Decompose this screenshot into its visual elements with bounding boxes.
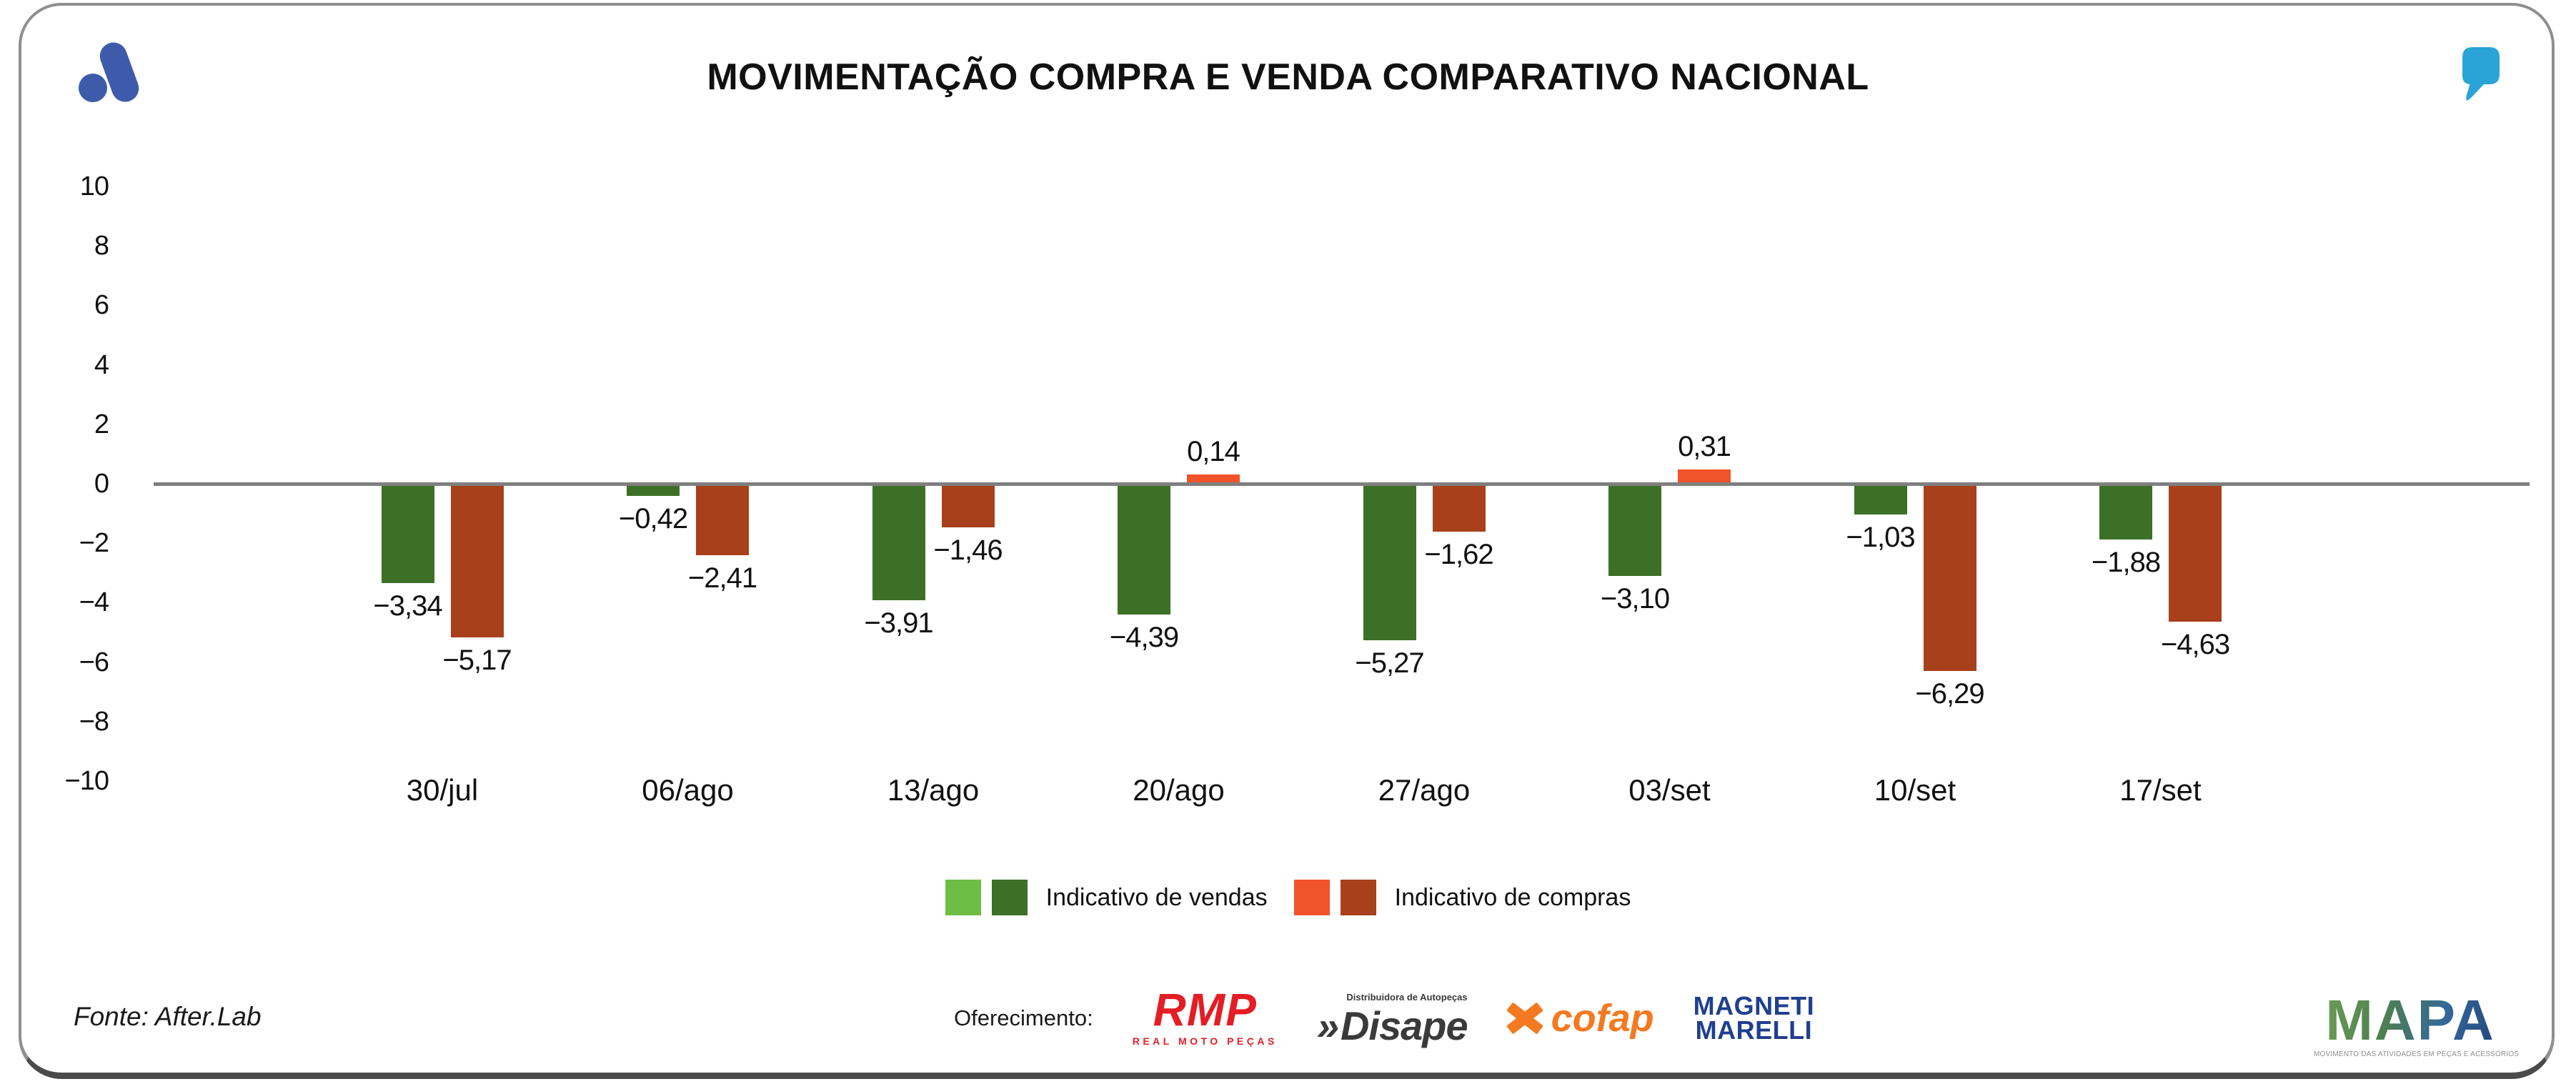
bar-value-label: −4,39 — [1109, 621, 1179, 653]
oferecimento-label: Oferecimento: — [954, 1005, 1093, 1030]
legend-swatch-positive — [945, 880, 981, 915]
bar-value-label: −6,29 — [1915, 677, 1984, 710]
chart-title: MOVIMENTAÇÃO COMPRA E VENDA COMPARATIVO … — [707, 56, 1869, 98]
y-tick-label: −10 — [64, 766, 109, 796]
legend-item: Indicativo de vendas — [945, 880, 1268, 915]
y-tick-label: −8 — [79, 706, 109, 737]
x-tick-label: 27/ago — [1378, 773, 1471, 807]
bar-value-label: −1,46 — [933, 534, 1003, 566]
disape-logo: Distribuidora de Autopeças » Disape — [1317, 990, 1468, 1046]
x-tick-label: 20/ago — [1133, 773, 1225, 807]
rmp-wordmark: RMP — [1153, 984, 1257, 1036]
disape-subtitle: Distribuidora de Autopeças — [1346, 992, 1468, 1003]
disape-name: Disape — [1340, 1003, 1468, 1048]
legend-item: Indicativo de compras — [1293, 880, 1631, 915]
magneti-marelli-logo: MAGNETI MARELLI — [1693, 990, 1815, 1045]
cofap-wordmark: cofap — [1551, 997, 1654, 1040]
y-tick-label: −2 — [79, 528, 109, 559]
bar-value-label: −1,03 — [1846, 521, 1915, 553]
zero-baseline — [154, 482, 2530, 486]
legend-swatch-negative — [1340, 880, 1376, 915]
compras-bar — [1432, 484, 1486, 532]
x-tick-label: 10/set — [1874, 773, 1956, 807]
vendas-bar — [1363, 484, 1416, 641]
compras-bar — [941, 484, 995, 527]
compras-bar — [1187, 474, 1240, 484]
x-tick-label: 30/jul — [406, 773, 479, 807]
compras-bar — [1678, 469, 1731, 484]
bar-value-label: −4,63 — [2160, 628, 2230, 660]
bar-value-label: −5,17 — [442, 645, 512, 677]
y-tick-label: 8 — [94, 231, 109, 262]
y-tick-label: 2 — [94, 409, 109, 439]
afterlab-logo-icon — [79, 42, 139, 102]
vendas-bar — [1854, 484, 1907, 514]
legend-label: Indicativo de compras — [1394, 883, 1631, 911]
mapa-wordmark: MAPA — [2325, 988, 2495, 1052]
compras-bar — [1923, 484, 1976, 671]
compras-bar — [450, 484, 504, 638]
y-tick-label: −6 — [79, 647, 109, 677]
y-tick-label: 10 — [79, 171, 109, 202]
bar-value-label: −1,62 — [1424, 539, 1493, 571]
sponsors-row: Oferecimento: RMP REAL MOTO PEÇAS Distri… — [954, 968, 1814, 1068]
x-tick-label: 03/set — [1628, 773, 1711, 807]
bar-value-label: −0,42 — [618, 503, 688, 535]
legend: Indicativo de vendas Indicativo de compra… — [0, 880, 2576, 915]
x-tick-label: 06/ago — [642, 773, 734, 807]
compras-bar — [2169, 484, 2222, 622]
y-tick-label: 6 — [94, 290, 109, 321]
y-tick-label: −4 — [79, 587, 109, 618]
mapa-logo: MAPA MOVIMENTO DAS ATIVIDADES EM PEÇAS E… — [2314, 988, 2520, 1059]
magneti-line2: MARELLI — [1695, 1015, 1813, 1045]
bar-value-label: 0,14 — [1187, 436, 1240, 468]
compras-bar — [696, 484, 749, 556]
quote-icon — [2462, 47, 2500, 101]
vendas-bar — [1608, 484, 1661, 576]
vendas-bar — [872, 484, 925, 600]
bar-value-label: 0,31 — [1678, 431, 1731, 463]
vendas-bar — [381, 484, 434, 583]
bar-value-label: −1,88 — [2091, 547, 2161, 579]
bar-value-label: −3,91 — [864, 607, 933, 639]
x-tick-label: 13/ago — [887, 773, 980, 807]
magneti-line1: MAGNETI — [1693, 990, 1815, 1020]
vendas-bar — [1118, 484, 1170, 615]
bar-value-label: −3,10 — [1600, 582, 1670, 615]
y-tick-label: 0 — [94, 469, 109, 499]
legend-label: Indicativo de vendas — [1045, 883, 1268, 911]
disape-chevrons-icon: » — [1316, 1003, 1339, 1048]
rmp-logo: RMP REAL MOTO PEÇAS — [1132, 984, 1278, 1047]
bar-value-label: −5,27 — [1355, 647, 1424, 680]
vendas-bar — [2099, 484, 2152, 540]
x-tick-label: 17/set — [2119, 773, 2202, 807]
cofap-logo: cofap — [1507, 999, 1654, 1038]
vendas-bar — [627, 484, 680, 497]
legend-swatch-positive — [1293, 880, 1330, 915]
bar-value-label: −2,41 — [687, 562, 757, 595]
bar-value-label: −3,34 — [373, 590, 442, 622]
legend-swatch-negative — [991, 880, 1028, 915]
mapa-tagline: MOVIMENTO DAS ATIVIDADES EM PEÇAS E ACES… — [2314, 1050, 2520, 1058]
rmp-subtitle: REAL MOTO PEÇAS — [1132, 1035, 1278, 1047]
source-note: Fonte: After.Lab — [74, 1002, 262, 1031]
disape-wordmark: » Disape — [1317, 1006, 1468, 1046]
y-tick-label: 4 — [94, 349, 109, 380]
cofap-x-icon — [1507, 1000, 1543, 1036]
